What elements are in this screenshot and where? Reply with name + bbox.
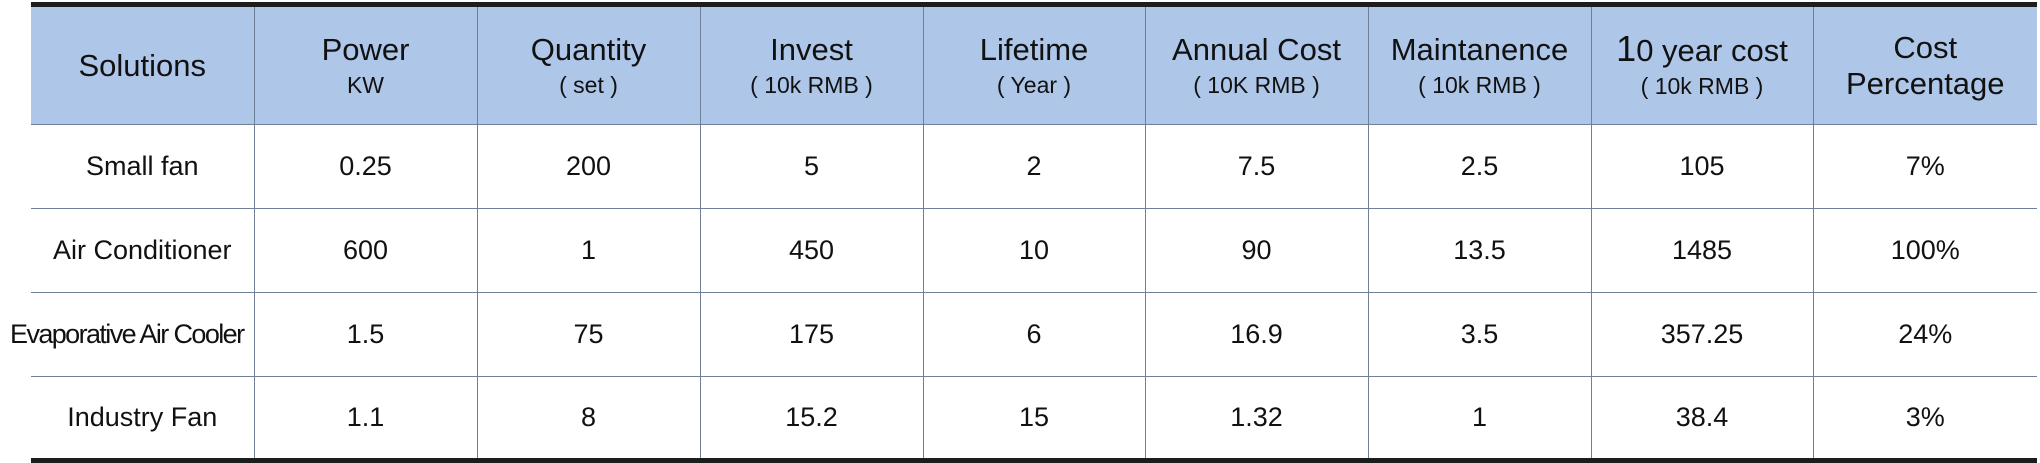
header-10-year-rest: 0 year cost [1636, 32, 1788, 68]
cell-solution: Air Conditioner [31, 208, 254, 293]
cell-maintanence: 3.5 [1367, 292, 1591, 377]
table-row: Industry Fan 1.1 8 15.2 15 1.32 1 38.4 3… [31, 376, 2037, 463]
cell-lifetime: 2 [922, 124, 1145, 209]
header-solutions: Solutions [31, 2, 254, 125]
cell-annual-cost: 90 [1144, 208, 1368, 293]
cell-annual-cost: 7.5 [1144, 124, 1368, 209]
cell-cost-percentage: 100% [1812, 208, 2037, 293]
cell-invest: 5 [699, 124, 923, 209]
cell-10-year-cost: 357.25 [1590, 292, 1813, 377]
cell-maintanence: 13.5 [1367, 208, 1591, 293]
cell-lifetime: 15 [922, 376, 1145, 463]
cell-power: 1.1 [253, 376, 477, 463]
cell-invest: 175 [699, 292, 923, 377]
table-row: Evaporative Air Cooler 1.5 75 175 6 16.9… [10, 292, 2037, 377]
header-maintanence: Maintanence ( 10k RMB ) [1367, 2, 1591, 125]
cell-lifetime: 6 [922, 292, 1145, 377]
cell-power: 1.5 [253, 292, 477, 377]
table-row: Small fan 0.25 200 5 2 7.5 2.5 105 7% [31, 124, 2037, 209]
cell-invest: 15.2 [699, 376, 923, 463]
header-annual-cost: Annual Cost ( 10K RMB ) [1144, 2, 1368, 125]
cell-solution: Industry Fan [31, 376, 254, 463]
cell-power: 600 [253, 208, 477, 293]
cell-maintanence: 2.5 [1367, 124, 1591, 209]
cell-quantity: 8 [476, 376, 700, 463]
cell-cost-percentage: 7% [1812, 124, 2037, 209]
cell-quantity: 200 [476, 124, 700, 209]
header-lifetime: Lifetime ( Year ) [922, 2, 1145, 125]
table-row: Air Conditioner 600 1 450 10 90 13.5 148… [31, 208, 2037, 293]
header-invest: Invest ( 10k RMB ) [699, 2, 923, 125]
cell-annual-cost: 16.9 [1144, 292, 1368, 377]
header-cost-percentage: Cost Percentage [1812, 2, 2037, 125]
cell-cost-percentage: 24% [1812, 292, 2037, 377]
cell-power: 0.25 [253, 124, 477, 209]
cell-solution-text: Evaporative Air Cooler [10, 319, 245, 349]
header-10-year-cost: 10 year cost ( 10k RMB ) [1590, 2, 1813, 125]
cell-lifetime: 10 [922, 208, 1145, 293]
cell-annual-cost: 1.32 [1144, 376, 1368, 463]
header-power: Power KW [253, 2, 477, 125]
cell-10-year-cost: 105 [1590, 124, 1813, 209]
cell-10-year-cost: 38.4 [1590, 376, 1813, 463]
cost-comparison-table: Solutions Power KW Quantity ( set ) Inve… [10, 2, 2037, 463]
cell-solution: Evaporative Air Cooler [10, 292, 254, 377]
cell-quantity: 75 [476, 292, 700, 377]
cell-solution: Small fan [31, 124, 254, 209]
header-10-year-lead: 1 [1616, 27, 1637, 69]
header-quantity: Quantity ( set ) [476, 2, 700, 125]
cell-quantity: 1 [476, 208, 700, 293]
cell-invest: 450 [699, 208, 923, 293]
header-row: Solutions Power KW Quantity ( set ) Inve… [31, 2, 2037, 125]
cell-cost-percentage: 3% [1812, 376, 2037, 463]
cell-10-year-cost: 1485 [1590, 208, 1813, 293]
cell-maintanence: 1 [1367, 376, 1591, 463]
